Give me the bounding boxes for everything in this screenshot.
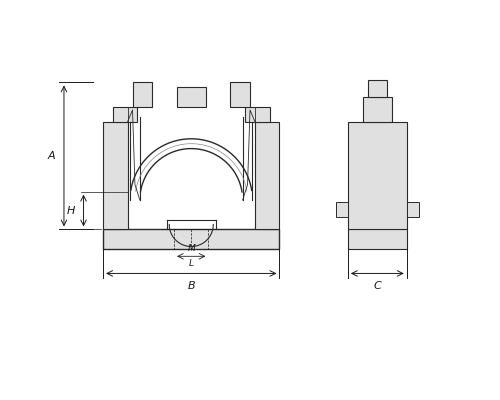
Bar	[103, 229, 280, 249]
Bar	[336, 202, 348, 217]
Bar	[245, 107, 270, 122]
Bar	[406, 202, 419, 217]
Bar	[368, 80, 387, 97]
Text: A: A	[48, 151, 56, 161]
Bar	[348, 229, 406, 249]
Text: B: B	[188, 281, 195, 291]
Bar	[362, 97, 392, 122]
Bar	[255, 122, 280, 229]
Bar	[103, 122, 128, 229]
Bar	[348, 122, 406, 229]
Text: H: H	[67, 206, 76, 216]
Text: L: L	[189, 259, 194, 268]
Bar	[113, 107, 138, 122]
Bar	[176, 87, 206, 107]
Text: M: M	[188, 244, 195, 254]
Bar	[132, 82, 152, 107]
Bar	[230, 82, 250, 107]
Text: C: C	[374, 281, 381, 291]
